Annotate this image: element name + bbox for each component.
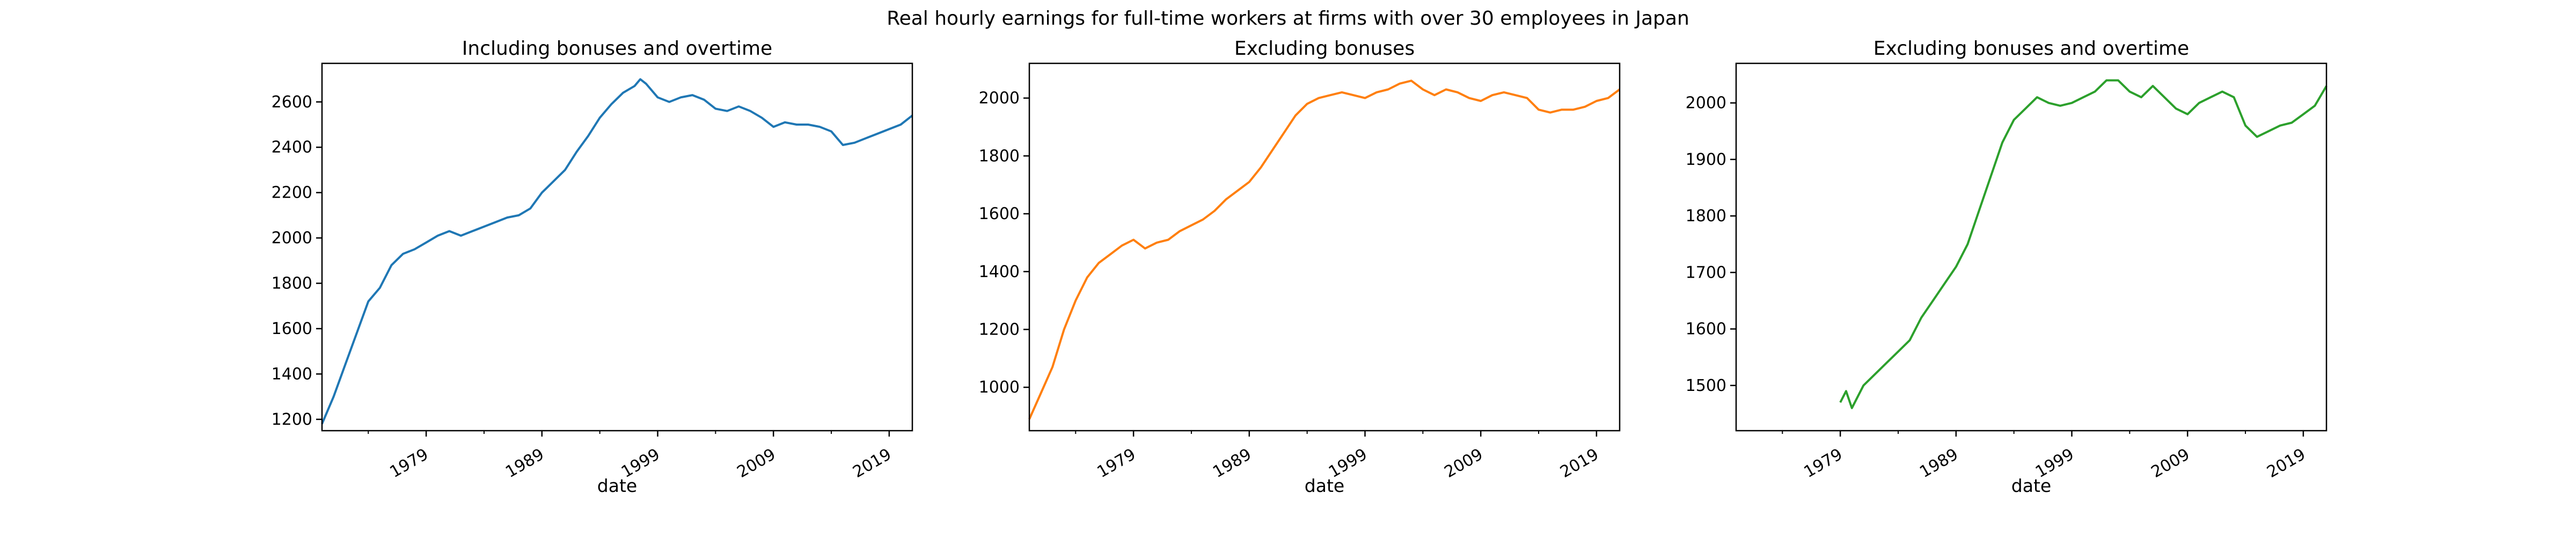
y-tick-label: 1400: [272, 365, 312, 383]
series-line: [321, 78, 913, 425]
y-tick-label: 2200: [272, 184, 312, 202]
y-tick-label: 2000: [1686, 94, 1726, 113]
panel-title: Excluding bonuses: [1234, 38, 1415, 60]
y-tick-label: 1500: [1686, 376, 1726, 395]
y-tick-label: 1600: [272, 320, 312, 338]
y-tick-label: 1000: [979, 378, 1020, 397]
y-tick-label: 1800: [979, 147, 1020, 165]
y-tick-label: 2000: [272, 229, 312, 248]
axes-frame: [1735, 62, 2328, 432]
panel-title: Including bonuses and overtime: [462, 38, 772, 60]
series-line: [1839, 79, 2328, 409]
axes-frame: [1028, 62, 1621, 432]
axes-frame: [321, 62, 913, 432]
series-line: [1028, 79, 1621, 420]
figure-suptitle: Real hourly earnings for full-time worke…: [887, 8, 1689, 30]
y-tick-label: 2400: [272, 138, 312, 157]
y-tick-label: 1200: [979, 320, 1020, 339]
y-tick-label: 1400: [979, 263, 1020, 281]
y-tick-label: 1800: [272, 274, 312, 293]
y-tick-label: 1200: [272, 410, 312, 429]
x-axis-label: date: [597, 475, 637, 496]
x-axis-label: date: [2011, 475, 2051, 496]
y-tick-label: 1900: [1686, 150, 1726, 169]
x-axis-label: date: [1305, 475, 1344, 496]
panel-title: Excluding bonuses and overtime: [1874, 38, 2189, 60]
y-tick-label: 2600: [272, 93, 312, 112]
y-tick-label: 1800: [1686, 207, 1726, 226]
y-tick-label: 1700: [1686, 263, 1726, 282]
y-tick-label: 1600: [1686, 320, 1726, 339]
y-tick-label: 2000: [979, 89, 1020, 108]
y-tick-label: 1600: [979, 205, 1020, 223]
